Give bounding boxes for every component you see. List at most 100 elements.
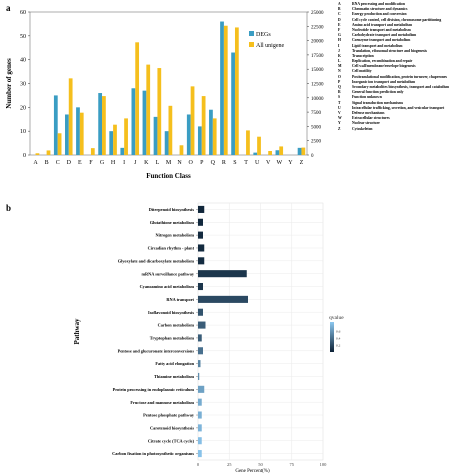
class-code: H	[338, 38, 341, 43]
x-tick-label: G	[100, 160, 105, 166]
bar-degs	[197, 126, 202, 155]
pathway-bar	[198, 385, 205, 393]
bar-all-unigene	[146, 64, 151, 155]
class-code: G	[338, 33, 341, 38]
bar-degs	[275, 150, 280, 155]
class-label: Inorganic ion transport and metabolism	[352, 79, 416, 84]
pathway-label: RNA transport	[166, 297, 194, 302]
x-tick-label: 75	[290, 462, 295, 467]
y-tick-label: 10	[20, 129, 26, 135]
legend-swatch-all-unigene	[249, 42, 254, 47]
class-code: S	[338, 95, 341, 100]
y-right-tick-label: 0	[311, 154, 314, 159]
pathway-bar	[198, 295, 248, 303]
pathway-label: mRNA surveillance pathway	[141, 271, 194, 276]
class-code: A	[338, 2, 341, 6]
class-legend-row: U Intracellular trafficking, secretion, a…	[338, 106, 474, 111]
class-label: Coenzyme transport and metabolism	[352, 38, 411, 43]
y-axis-label: Number of genes	[5, 58, 13, 109]
bar-all-unigene	[234, 27, 239, 155]
class-label: Energy production and conversion	[352, 12, 407, 17]
x-tick-label: Z	[300, 160, 304, 166]
class-code: R	[338, 90, 341, 95]
x-tick-label: D	[67, 160, 72, 166]
y-tick-label: 60	[20, 10, 26, 16]
bar-all-unigene	[35, 153, 40, 155]
bar-degs	[53, 95, 58, 155]
class-label: RNA processing and modification	[352, 2, 405, 6]
bar-all-unigene	[135, 42, 140, 156]
pathway-bar	[198, 218, 203, 226]
pathway-label: Fructose and mannose metabolism	[130, 400, 194, 405]
bar-all-unigene	[79, 112, 84, 155]
y-right-tick-label: 20000	[311, 40, 324, 45]
class-label: Signal transduction mechanisms	[352, 100, 404, 105]
pathway-bar	[198, 360, 201, 368]
pathway-label: Cyanoamino acid metabolism	[140, 284, 195, 289]
pathway-label: Isoflavonoid biosynthesis	[148, 310, 194, 315]
pathway-bar	[198, 450, 202, 458]
x-tick-label: U	[255, 160, 260, 166]
y-tick-label: 0	[23, 153, 26, 159]
x-tick-label: E	[78, 160, 82, 166]
x-tick-label: 50	[258, 462, 263, 467]
colorbar-tick-label: 0.2	[336, 343, 341, 347]
class-legend-row: C Energy production and conversion	[338, 12, 474, 17]
bar-all-unigene	[46, 150, 51, 155]
pathway-bar	[198, 424, 202, 432]
pathway-bar	[198, 282, 203, 291]
x-tick-label: N	[177, 160, 182, 166]
class-legend-row: H Coenzyme transport and metabolism	[338, 38, 474, 43]
y-tick-label: 30	[20, 82, 26, 88]
x-tick-label: K	[144, 160, 149, 166]
x-tick-label: A	[33, 160, 38, 166]
class-code: D	[338, 17, 341, 22]
colorbar-tick-label: 0.6	[336, 329, 341, 333]
x-tick-label: M	[166, 160, 172, 166]
class-code: B	[338, 7, 341, 12]
bar-degs	[153, 116, 158, 155]
class-legend-row: O Posttranslational modification, protein…	[338, 75, 474, 80]
y-right-tick-label: 10000	[311, 97, 324, 102]
class-label: Carbohydrate transport and metabolism	[352, 33, 417, 38]
class-code: Q	[338, 85, 341, 89]
legend-label-all-unigene: All unigene	[256, 43, 284, 49]
bar-degs	[76, 107, 80, 155]
pathway-bar	[198, 411, 202, 419]
x-tick-label: T	[244, 160, 248, 166]
class-legend-row: K Transcription	[338, 54, 474, 59]
pathway-bar	[198, 244, 205, 252]
pathway-bar	[198, 257, 205, 265]
x-tick-label: W	[276, 160, 282, 166]
class-legend-row: G Carbohydrate transport and metabolism	[338, 33, 474, 38]
function-class-legend: A RNA processing and modification B Chromat…	[338, 2, 474, 132]
class-label: Nuclear structure	[352, 121, 380, 126]
class-code: N	[338, 69, 341, 74]
bar-all-unigene	[268, 150, 272, 155]
bar-all-unigene	[257, 136, 261, 155]
chart-b: 0 25 50 75 100 Diterpenoid biosynthesis Glutat…	[73, 202, 344, 474]
x-tick-label: Y	[288, 160, 293, 166]
bar-degs	[209, 109, 213, 155]
y-tick-label: 40	[20, 58, 26, 64]
bar-all-unigene	[102, 96, 106, 155]
pathway-bar	[198, 347, 203, 355]
bar-all-unigene	[279, 146, 284, 155]
panel-b-label: b	[6, 203, 11, 213]
class-code: P	[338, 79, 341, 84]
panel-a-label: a	[6, 3, 11, 13]
pathway-bar	[198, 231, 203, 239]
class-legend-row: I Lipid transport and metabolism	[338, 44, 474, 49]
class-code: O	[338, 74, 341, 79]
y-tick-label: 20	[20, 105, 26, 111]
class-legend-row: F Nucleotide transport and metabolism	[338, 28, 474, 33]
class-code: C	[338, 12, 341, 17]
class-code: F	[338, 27, 341, 32]
x-tick-label: H	[111, 160, 116, 166]
class-label: Lipid transport and metabolism	[352, 43, 403, 48]
class-code: M	[338, 64, 342, 69]
class-label: Translation, ribosomal structure and bio…	[352, 48, 427, 53]
class-legend-row: M Cell wall/membrane/envelope biogenesis	[338, 64, 474, 69]
class-label: Cytoskeleton	[352, 126, 373, 131]
